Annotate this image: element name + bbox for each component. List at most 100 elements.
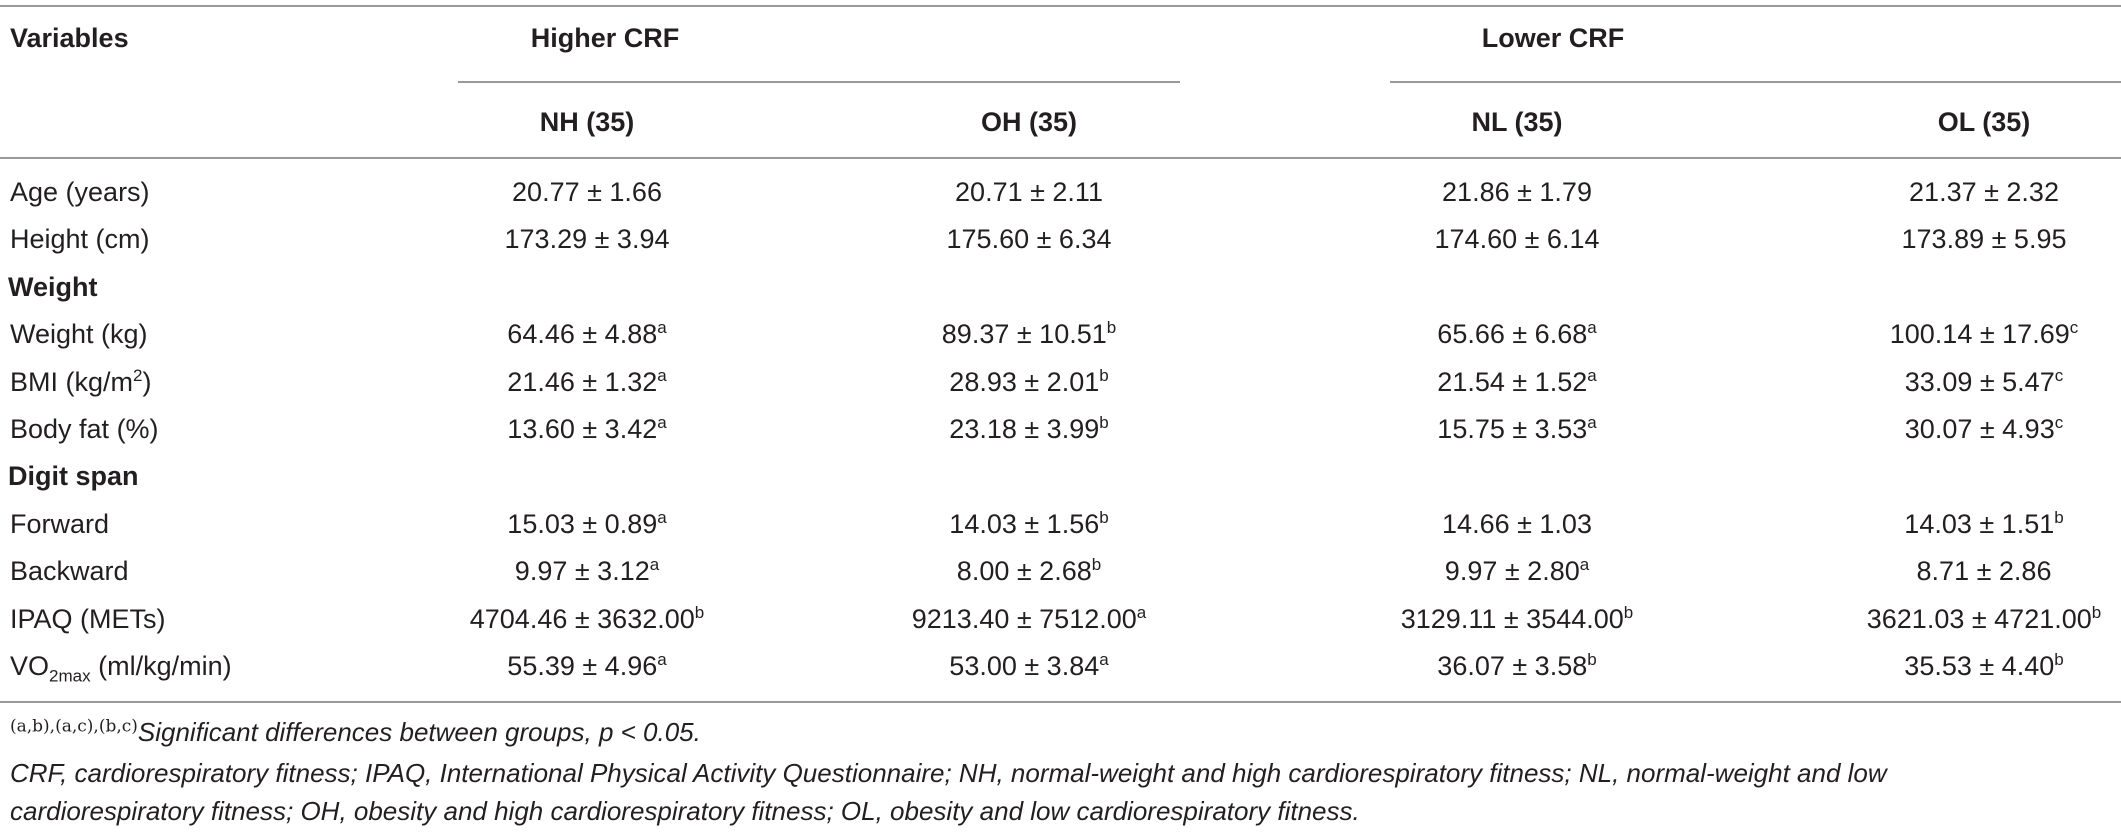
cell-significance-marker: a [657,318,667,337]
cell-nl: 36.07 ± 3.58b [1437,650,1596,682]
top-rule [0,5,2121,7]
cell-significance-marker: c [2069,318,2079,337]
row-label: Body fat (%) [10,413,159,445]
cell-ol: 21.37 ± 2.32 [1909,176,2059,208]
row-label: BMI (kg/m2) [10,366,151,398]
cell-ol: 33.09 ± 5.47c [1905,366,2063,398]
cell-ol: 30.07 ± 4.93c [1905,413,2063,445]
section-heading: Digit span [8,461,139,491]
cell-value: 21.54 ± 1.52 [1437,367,1588,397]
cell-significance-marker: a [649,555,660,574]
header-nh: NH (35) [539,107,635,137]
row-label-text: IPAQ (METs) [10,604,166,634]
cell-oh: 8.00 ± 2.68b [957,555,1101,587]
cell-value: 9.97 ± 2.80 [1444,556,1580,586]
row-label-tail: (ml/kg/min) [90,651,232,681]
cell-significance-marker: a [1587,318,1597,337]
row-label-text: Forward [10,509,110,539]
cell-ol: 8.71 ± 2.86 [1917,555,2052,587]
cell-value: 8.71 ± 2.86 [1916,556,2052,586]
row-label-text: Body fat (%) [10,414,159,444]
cell-value: 23.18 ± 3.99 [949,414,1100,444]
cell-nh: 4704.46 ± 3632.00b [470,603,705,635]
cell-nh: 15.03 ± 0.89a [507,508,666,540]
cell-nh: 173.29 ± 3.94 [505,223,670,255]
cell-ol: 173.89 ± 5.95 [1902,223,2067,255]
cell-value: 9.97 ± 3.12 [514,556,650,586]
cell-value: 64.46 ± 4.88 [507,319,658,349]
cell-value: 21.86 ± 1.79 [1442,177,1592,207]
cell-significance-marker: a [657,366,667,385]
cell-significance-marker: b [694,603,705,622]
cell-significance-marker: a [657,650,667,669]
cell-significance-marker: b [2091,603,2102,622]
cell-significance-marker: a [1587,413,1597,432]
cell-value: 4704.46 ± 3632.00 [469,604,695,634]
row-label-superscript: 2 [133,366,143,385]
cell-oh: 53.00 ± 3.84a [949,650,1108,682]
cell-significance-marker: b [1106,318,1117,337]
row-label: Backward [10,555,129,587]
cell-value: 55.39 ± 4.96 [507,651,658,681]
cell-significance-marker: a [1579,555,1590,574]
cell-value: 174.60 ± 6.14 [1434,224,1600,254]
cell-value: 33.09 ± 5.47 [1904,367,2055,397]
cell-value: 173.89 ± 5.95 [1901,224,2067,254]
cell-value: 30.07 ± 4.93 [1904,414,2055,444]
cell-value: 21.46 ± 1.32 [507,367,658,397]
cell-nl: 21.54 ± 1.52a [1437,366,1596,398]
cell-significance-marker: a [1099,650,1109,669]
row-label: Weight (kg) [10,318,148,350]
header-ol: OL (35) [1937,107,2031,137]
cell-value: 35.53 ± 4.40 [1904,651,2055,681]
cell-nh: 13.60 ± 3.42a [507,413,666,445]
row-label-text: BMI (kg/m [10,367,134,397]
cell-value: 15.03 ± 0.89 [507,509,658,539]
cell-value: 20.77 ± 1.66 [512,177,662,207]
cell-value: 14.03 ± 1.56 [949,509,1100,539]
cell-nl: 3129.11 ± 3544.00b [1401,603,1633,635]
cell-value: 13.60 ± 3.42 [507,414,658,444]
row-label: Forward [10,508,109,540]
row-label: Height (cm) [10,223,150,255]
cell-significance-marker: b [1099,508,1109,527]
cell-value: 3129.11 ± 3544.00 [1400,604,1624,634]
row-label-text: Backward [10,556,129,586]
cell-value: 100.14 ± 17.69 [1889,319,2070,349]
cell-nl: 21.86 ± 1.79 [1442,176,1592,208]
cell-value: 14.66 ± 1.03 [1442,509,1592,539]
higher-crf-rule [458,81,1180,83]
footnote-abbreviations-line1: CRF, cardiorespiratory fitness; IPAQ, In… [10,758,1887,788]
cell-nh: 20.77 ± 1.66 [512,176,662,208]
cell-value: 65.66 ± 6.68 [1437,319,1588,349]
cell-significance-marker: b [2054,508,2064,527]
cell-nl: 15.75 ± 3.53a [1437,413,1596,445]
cell-value: 21.37 ± 2.32 [1909,177,2059,207]
header-nl: NL (35) [1471,107,1563,137]
cell-significance-marker: b [1099,366,1109,385]
cell-ol: 14.03 ± 1.51b [1904,508,2063,540]
row-label-text: Weight (kg) [10,319,148,349]
row-label: VO2max (ml/kg/min) [10,650,232,684]
footnote-abbreviations-line2: cardiorespiratory fitness; OH, obesity a… [10,796,1360,826]
cell-oh: 175.60 ± 6.34 [947,223,1112,255]
cell-ol: 3621.03 ± 4721.00b [1867,603,2102,635]
cell-oh: 9213.40 ± 7512.00a [912,603,1147,635]
cell-nh: 55.39 ± 4.96a [507,650,666,682]
header-lower-crf: Lower CRF [1481,23,1625,53]
cell-oh: 89.37 ± 10.51b [942,318,1116,350]
footnote-significance: (a,b),(a,c),(b,c)Significant differences… [10,713,701,751]
row-label-text: Age (years) [10,177,150,207]
header-rule [0,157,2121,159]
cell-nl: 65.66 ± 6.68a [1437,318,1596,350]
cell-ol: 100.14 ± 17.69c [1890,318,2078,350]
row-label-text: Height (cm) [10,224,150,254]
cell-value: 89.37 ± 10.51 [941,319,1107,349]
cell-significance-marker: b [1587,650,1597,669]
cell-value: 9213.40 ± 7512.00 [911,604,1137,634]
cell-nh: 21.46 ± 1.32a [507,366,666,398]
cell-significance-marker: a [657,508,667,527]
cell-significance-marker: c [2054,366,2064,385]
footnote-markers: (a,b),(a,c),(b,c) [10,716,138,737]
